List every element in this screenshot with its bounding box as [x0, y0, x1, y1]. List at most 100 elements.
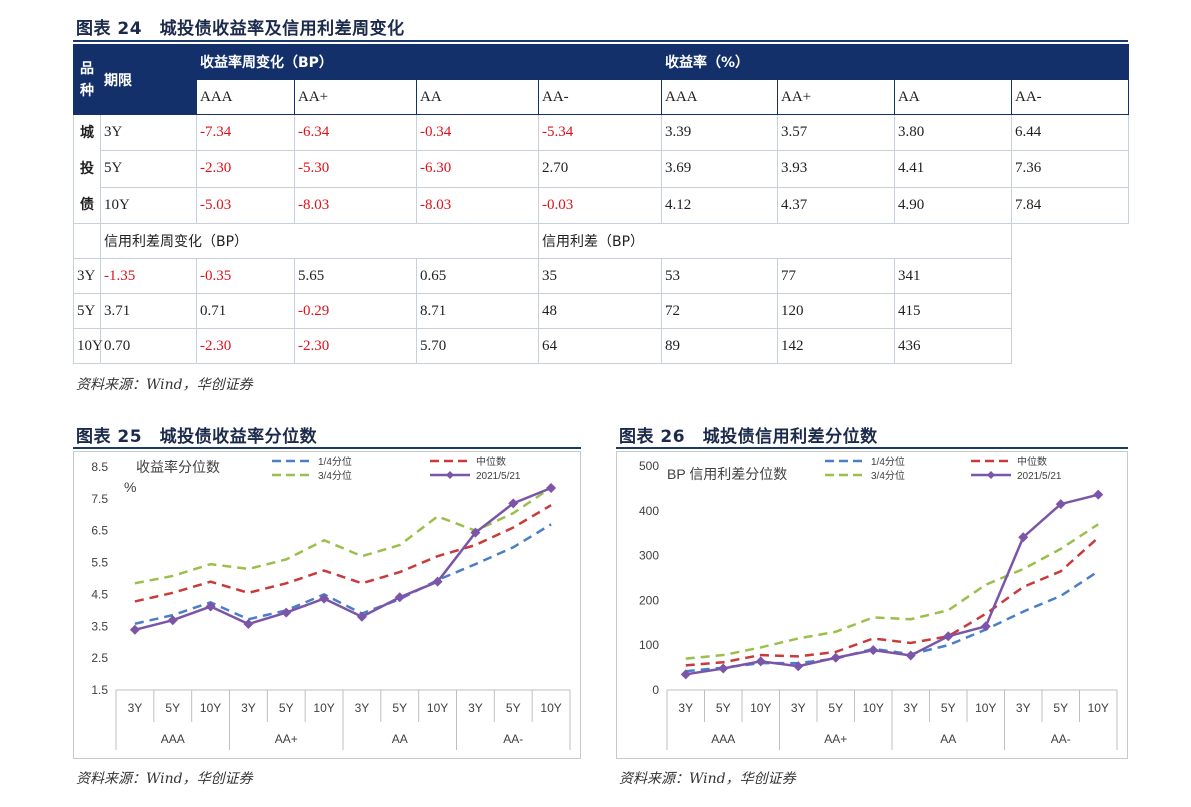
value-cell: 341: [894, 258, 1012, 294]
value-cell: 0.65: [416, 258, 539, 294]
data-point: [1018, 532, 1029, 543]
value-cell: -5.34: [538, 113, 662, 152]
table-row: 5Y 3.71 0.71 -0.29 8.71 48 72 120 415: [73, 293, 1129, 329]
yield-spread-table: 品种 期限 收益率周变化（BP） 收益率（%） AAA AA+ AA AA- AAA AA…: [73, 44, 1130, 364]
x-group-label: AAA: [161, 732, 185, 746]
sub-header-spread-change: 信用利差周变化（BP）: [100, 223, 539, 259]
header-group-yield-change: 收益率周变化（BP）: [196, 44, 662, 80]
x-tick-label: 10Y: [540, 701, 561, 715]
x-group-label: AA-: [1051, 732, 1071, 746]
y-tick-label: 1.5: [91, 683, 108, 697]
inner-title: 收益率分位数: [136, 459, 220, 475]
table-row: 城投债 3Y -7.34 -6.34 -0.34 -5.34 3.39 3.57 3.80 6.4…: [73, 113, 1130, 224]
x-tick-label: 3Y: [128, 701, 143, 715]
value-cell: 120: [777, 293, 895, 329]
fig24-title: 图表 24 城投债收益率及信用利差周变化: [76, 19, 405, 39]
series-line-3: [685, 493, 1099, 676]
x-tick-label: 3Y: [1016, 701, 1031, 715]
series-line-1: [685, 536, 1100, 667]
y-tick-label: 400: [639, 504, 659, 518]
x-tick-label: 5Y: [941, 701, 956, 715]
table-row: 3Y -1.35 -0.35 5.65 0.65 35 53 77 341: [73, 258, 1129, 294]
value-cell: 8.71: [416, 293, 539, 329]
value-cell: 3.39: [661, 113, 778, 152]
value-cell: 0.71: [196, 293, 295, 329]
data-point: [205, 601, 216, 612]
data-point: [432, 576, 443, 587]
value-cell: -7.34: [196, 113, 295, 152]
x-tick-label: 5Y: [716, 701, 731, 715]
value-cell: 64: [538, 328, 662, 364]
y-tick-label: 5.5: [91, 556, 108, 570]
value-cell: 72: [661, 293, 778, 329]
col-header-4: AAA: [661, 79, 778, 115]
x-group-label: AAA: [711, 732, 735, 746]
table-row: 5Y -2.30 -5.30 -6.30 2.70 3.69 3.93 4.41 7.36: [74, 150, 1130, 188]
legend-marker: [987, 471, 995, 479]
x-tick-label: 10Y: [863, 701, 884, 715]
fig26-title: 图表 26 城投债信用利差分位数: [619, 427, 878, 447]
y-tick-label: 7.5: [91, 492, 108, 506]
value-cell: 53: [661, 258, 778, 294]
series-line-2: [685, 523, 1099, 660]
value-cell: 0.70: [100, 328, 197, 364]
x-tick-label: 10Y: [750, 701, 771, 715]
value-cell: -2.30: [196, 150, 295, 188]
fig26-title-rule: [616, 447, 1128, 449]
value-cell: -2.30: [196, 328, 295, 364]
col-header-3: AA-: [538, 79, 662, 115]
x-tick-label: 10Y: [427, 701, 448, 715]
value-cell: 89: [661, 328, 778, 364]
x-tick-label: 5Y: [1053, 701, 1068, 715]
x-tick-label: 3Y: [678, 701, 693, 715]
legend-label-2: 3/4分位: [871, 469, 905, 482]
data-point: [129, 624, 140, 635]
value-cell: 5.70: [416, 328, 539, 364]
fig25-title-rule: [73, 447, 581, 449]
x-group-label: AA: [940, 732, 956, 746]
y-tick-label: 500: [639, 459, 659, 473]
sub-header-term-blank: [73, 223, 101, 259]
term-cell: 10Y: [73, 328, 103, 364]
yield-percentile-chart: 8.5 7.5 6.5 5.5 4.5 3.5 2.5 1.5 3Y 5Y 10Y 3Y 5Y 10Y 3Y…: [91, 455, 571, 750]
value-cell: -6.34: [294, 113, 417, 152]
legend-label-2: 3/4分位: [318, 469, 352, 482]
y-tick-label: 4.5: [91, 587, 108, 601]
header-term: 期限: [100, 44, 197, 115]
col-header-7: AA-: [1010, 79, 1130, 115]
value-cell: 3.57: [777, 113, 895, 152]
value-cell: -0.35: [196, 258, 295, 294]
value-cell: -8.03: [416, 186, 539, 225]
y-tick-label: 2.5: [91, 651, 108, 665]
x-tick-label: 5Y: [828, 701, 843, 715]
spread-percentile-chart: 500 400 300 200 100 0 3Y 5Y 10Y 3Y 5Y 10Y 3Y 5Y 10Y 3Y 5…: [639, 455, 1118, 750]
value-cell: -2.30: [294, 328, 417, 364]
value-cell: 48: [538, 293, 662, 329]
x-group-label: AA: [392, 732, 408, 746]
legend-label-1: 中位数: [1017, 455, 1047, 468]
value-cell: 2.70: [538, 150, 662, 188]
term-cell: 3Y: [73, 258, 101, 294]
term-cell: 5Y: [73, 293, 101, 329]
legend-label-3: 2021/5/21: [476, 471, 521, 482]
value-cell: 35: [538, 258, 662, 294]
data-point: [243, 619, 254, 630]
data-point: [394, 592, 405, 603]
x-tick-label: 10Y: [313, 701, 334, 715]
y-tick-label: 200: [639, 593, 659, 607]
data-point: [718, 663, 729, 674]
value-cell: -0.29: [294, 293, 417, 329]
x-group-label: AA-: [503, 732, 523, 746]
data-point: [943, 631, 954, 642]
fig24-title-rule: [73, 40, 1128, 42]
value-cell: 7.84: [1010, 186, 1130, 225]
y-tick-label: 100: [639, 638, 659, 652]
col-header-2: AA: [416, 79, 539, 115]
col-header-5: AA+: [777, 79, 895, 115]
data-point: [1093, 489, 1104, 500]
x-tick-label: 10Y: [200, 701, 221, 715]
x-tick-label: 3Y: [355, 701, 370, 715]
table-row: 10Y -5.03 -8.03 -8.03 -0.03 4.12 4.37 4.90 7.84: [74, 186, 1130, 225]
value-cell: 3.71: [100, 293, 197, 329]
x-group-label: AA+: [824, 732, 847, 746]
